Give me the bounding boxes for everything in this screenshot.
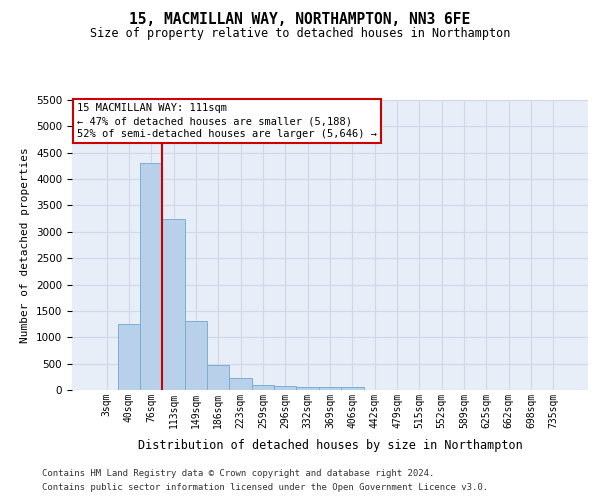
Bar [296,387,319,390]
Bar [163,218,185,390]
Text: 15 MACMILLAN WAY: 111sqm
← 47% of detached houses are smaller (5,188)
52% of sem: 15 MACMILLAN WAY: 111sqm ← 47% of detach… [77,103,377,140]
Text: Size of property relative to detached houses in Northampton: Size of property relative to detached ho… [90,28,510,40]
Y-axis label: Number of detached properties: Number of detached properties [20,147,31,343]
Bar [207,365,229,390]
Bar [118,324,140,390]
Bar [252,384,274,390]
Text: Contains public sector information licensed under the Open Government Licence v3: Contains public sector information licen… [42,484,488,492]
X-axis label: Distribution of detached houses by size in Northampton: Distribution of detached houses by size … [137,439,523,452]
Bar [274,386,296,390]
Bar [319,387,341,390]
Bar [140,164,163,390]
Text: 15, MACMILLAN WAY, NORTHAMPTON, NN3 6FE: 15, MACMILLAN WAY, NORTHAMPTON, NN3 6FE [130,12,470,28]
Bar [185,322,207,390]
Bar [341,388,364,390]
Text: Contains HM Land Registry data © Crown copyright and database right 2024.: Contains HM Land Registry data © Crown c… [42,468,434,477]
Bar [229,378,252,390]
